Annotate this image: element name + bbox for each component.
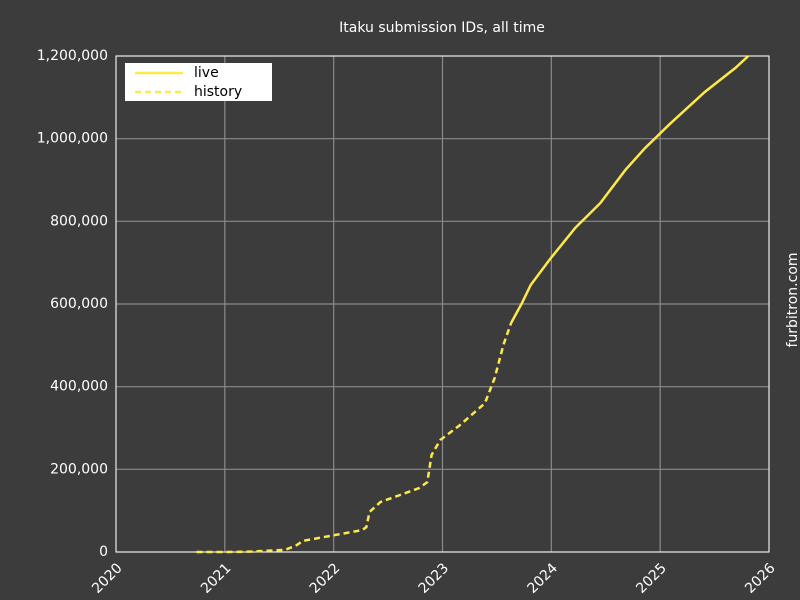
y-tick-label: 0 bbox=[99, 544, 108, 560]
line-series bbox=[196, 322, 513, 554]
chart-title: Itaku submission IDs, all time bbox=[339, 20, 545, 36]
line-series bbox=[510, 55, 750, 324]
y-tick-label: 1,200,000 bbox=[37, 48, 108, 64]
legend: live history bbox=[125, 63, 272, 101]
y-tick-label: 1,000,000 bbox=[37, 131, 108, 147]
y-tick-label: 200,000 bbox=[50, 461, 108, 477]
plot-frame bbox=[115, 55, 770, 553]
watermark: furbitron.com bbox=[785, 252, 800, 347]
legend-box bbox=[125, 63, 272, 101]
legend-label: history bbox=[194, 84, 242, 100]
y-tick-label: 400,000 bbox=[50, 379, 108, 395]
legend-label: live bbox=[194, 65, 219, 81]
y-tick-label: 800,000 bbox=[50, 213, 108, 229]
y-tick-label: 600,000 bbox=[50, 296, 108, 312]
